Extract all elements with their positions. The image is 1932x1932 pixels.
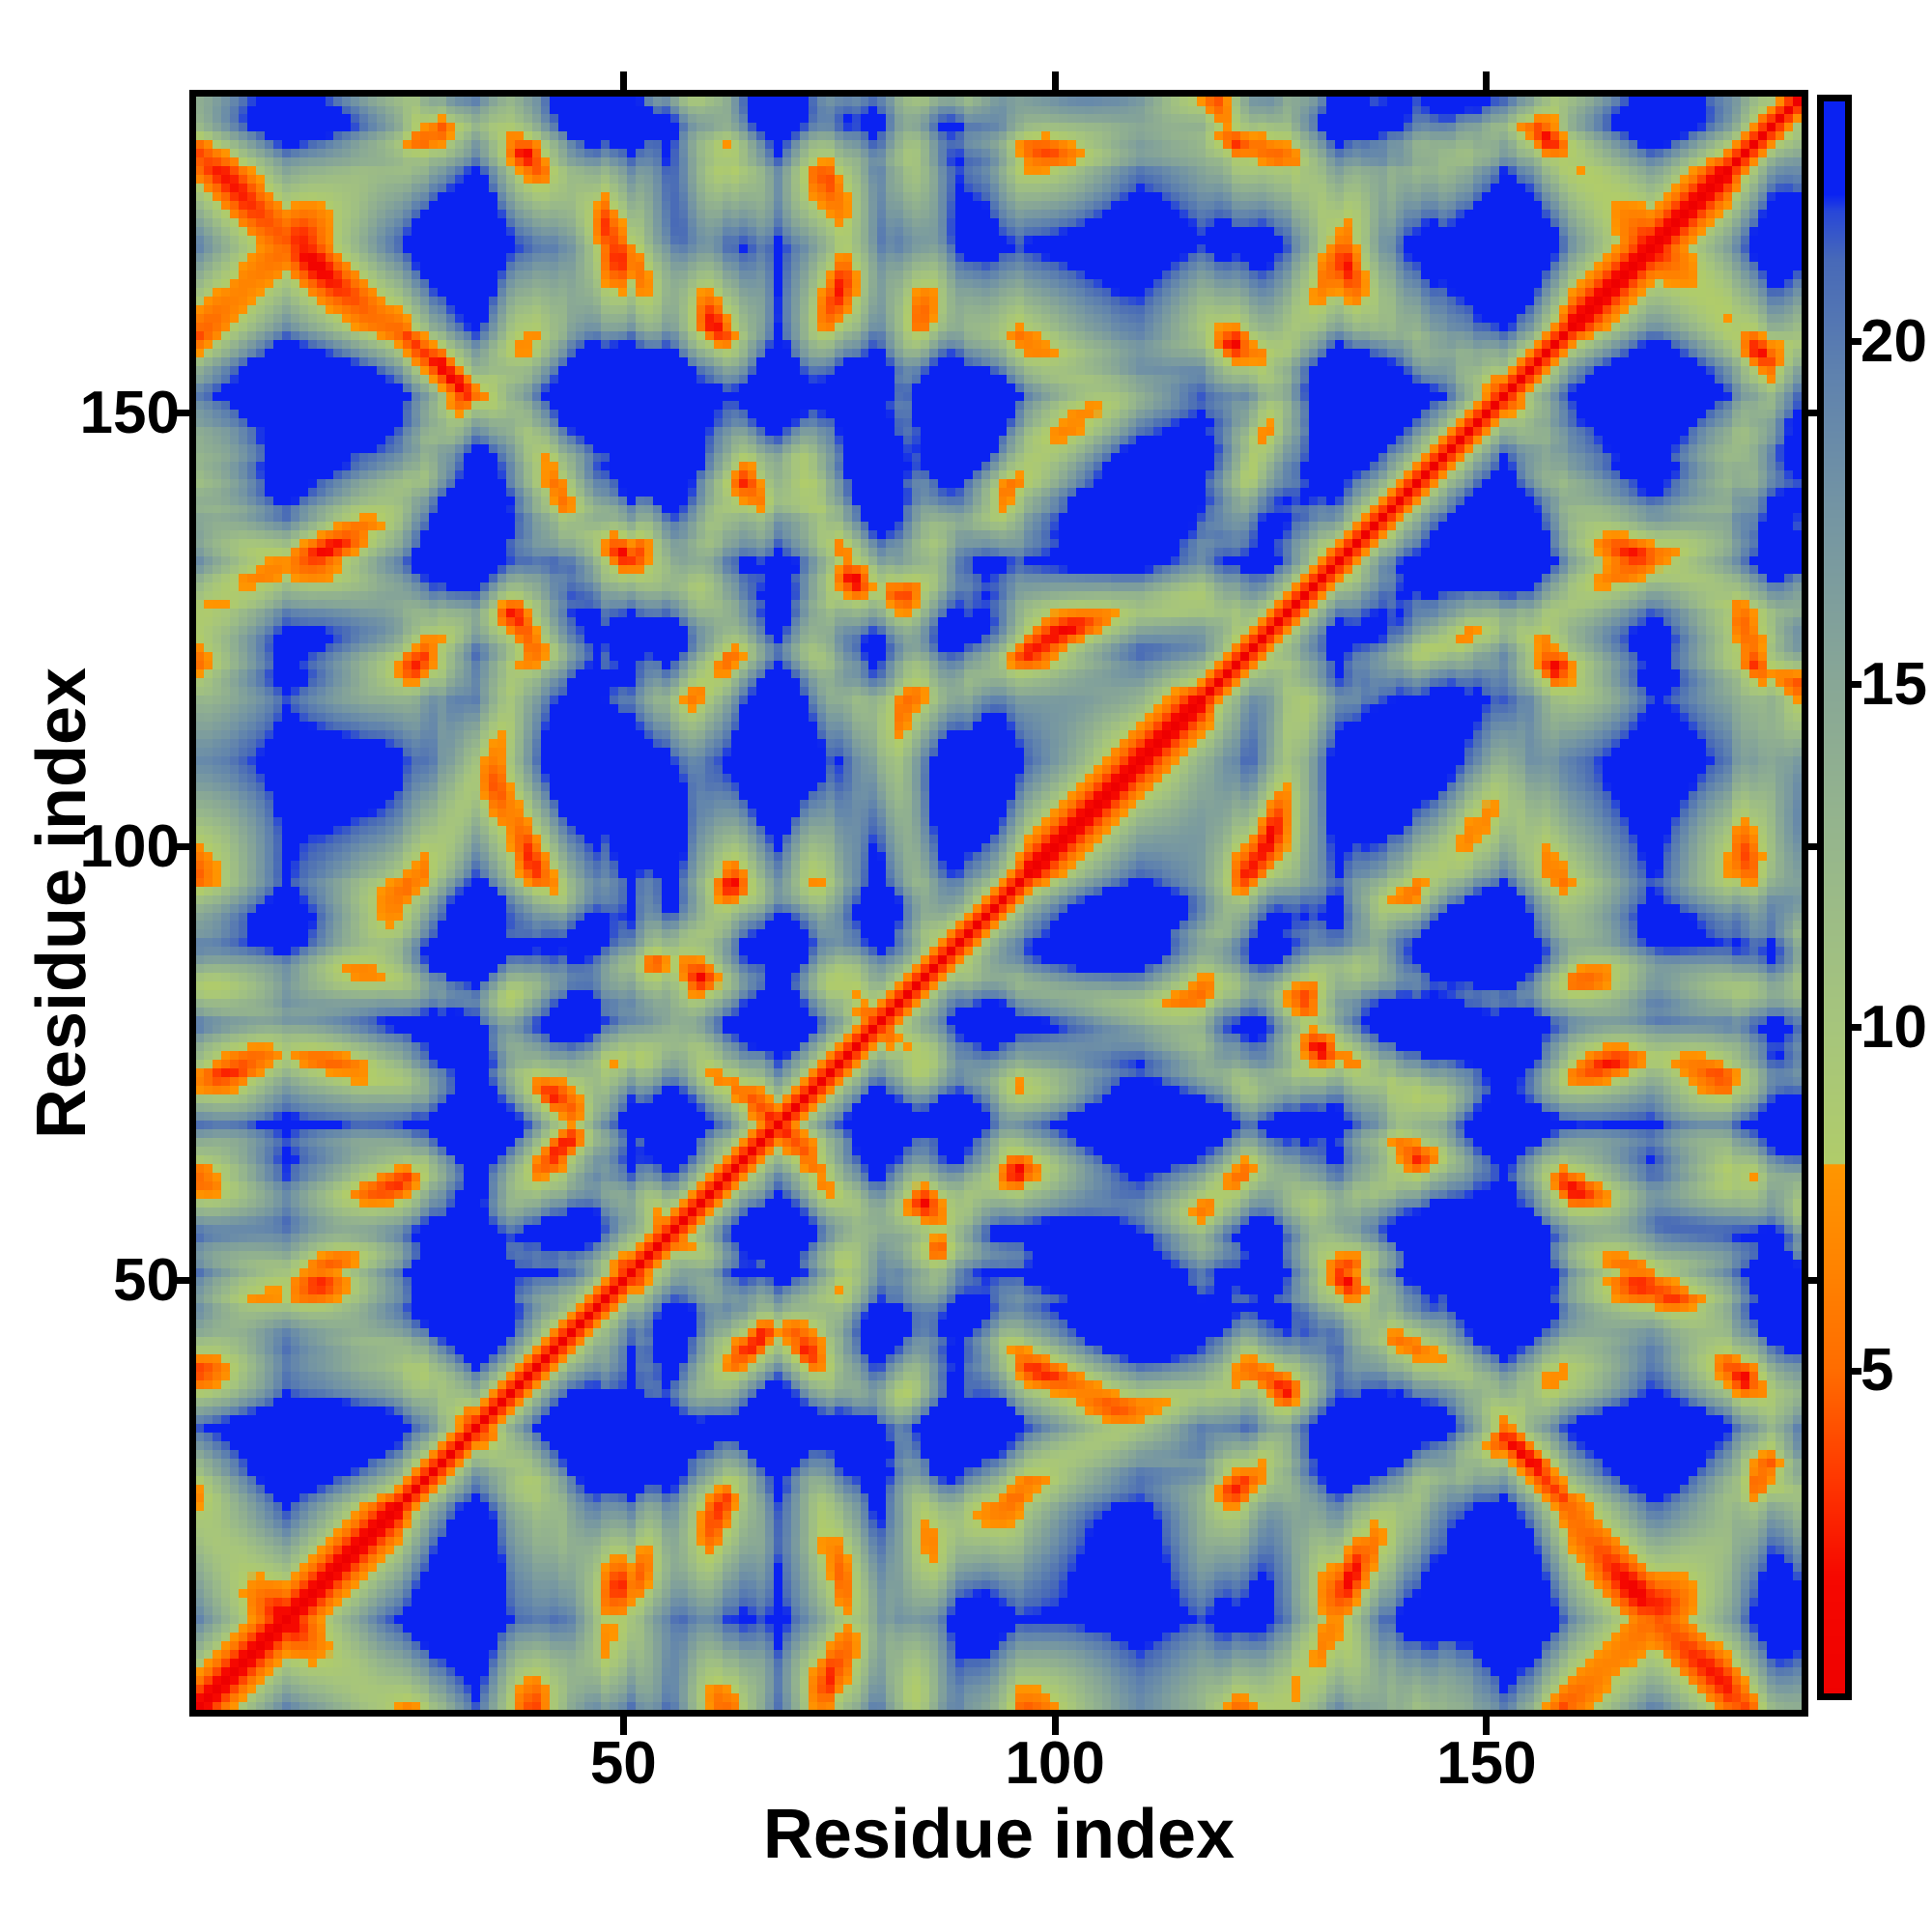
x-axis-label: Residue index [762, 1796, 1236, 1873]
colorbar-frame [1817, 95, 1852, 1700]
y-tick-left [171, 410, 189, 417]
y-axis-label: Residue index [23, 667, 100, 1140]
y-tick-left [171, 1277, 189, 1285]
y-tick-left [171, 843, 189, 851]
colorbar-tick [1852, 1367, 1861, 1375]
colorbar-tick-label: 15 [1861, 650, 1927, 718]
colorbar-tick [1852, 338, 1861, 346]
y-tick-label: 150 [79, 379, 180, 446]
y-tick-right [1808, 410, 1820, 417]
x-tick-top [619, 71, 627, 90]
colorbar-tick-label: 20 [1861, 307, 1927, 375]
x-tick-bottom [1051, 1717, 1059, 1735]
y-tick-label: 50 [113, 1246, 180, 1314]
x-tick-label: 100 [1005, 1730, 1105, 1797]
x-tick-bottom [619, 1717, 627, 1735]
colorbar-canvas [1824, 101, 1845, 1693]
x-tick-label: 150 [1436, 1730, 1537, 1797]
heatmap-canvas [196, 97, 1802, 1710]
y-tick-right [1808, 843, 1820, 851]
colorbar-tick-label: 10 [1861, 993, 1927, 1061]
y-tick-label: 100 [79, 812, 180, 880]
colorbar-tick-label: 5 [1861, 1337, 1894, 1405]
x-tick-top [1483, 71, 1491, 90]
x-tick-top [1051, 71, 1059, 90]
colorbar-tick [1852, 1024, 1861, 1032]
heatmap-plot-frame [189, 90, 1808, 1717]
x-tick-bottom [1483, 1717, 1491, 1735]
x-tick-label: 50 [589, 1730, 657, 1797]
y-tick-right [1808, 1277, 1820, 1285]
colorbar-tick [1852, 681, 1861, 689]
